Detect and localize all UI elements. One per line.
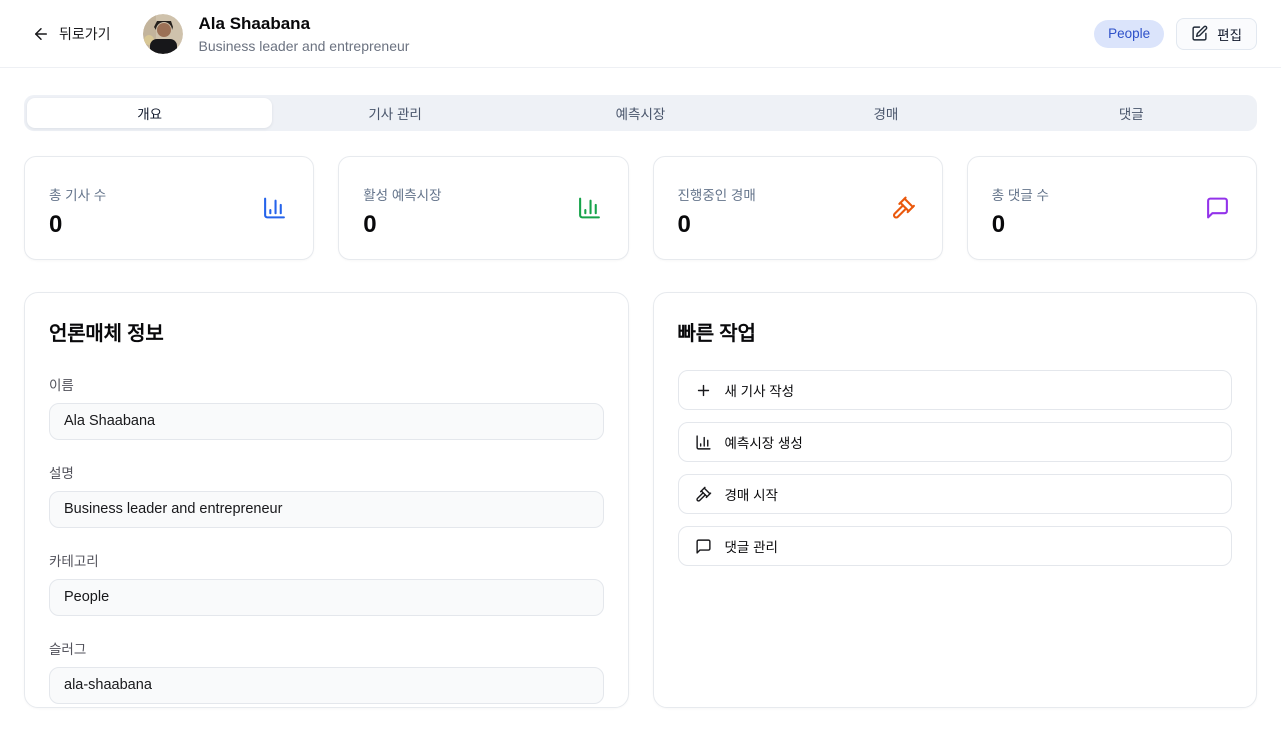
action-label: 새 기사 작성 [724,384,795,399]
media-info-title: 언론매체 정보 [49,323,164,345]
stat-value: 0 [363,211,377,238]
stat-label: 진행중인 경매 [677,188,756,203]
stat-value: 0 [677,211,691,238]
stat-card-total-articles: 총 기사 수 0 [24,156,315,260]
header: 뒤로가기 Ala Shaabana Business leader and en… [0,0,1281,68]
field-label: 카테고리 [49,554,99,569]
quick-actions-title: 빠른 작업 [677,323,756,345]
field-label: 슬러그 [49,642,87,657]
field-description: 설명 Business leader and entrepreneur [49,462,604,528]
back-button-label: 뒤로가기 [59,25,111,42]
back-button[interactable]: 뒤로가기 [24,18,119,50]
new-article-button[interactable]: 새 기사 작성 [677,370,1232,410]
tab-bar: 개요 기사 관리 예측시장 경매 댓글 [24,95,1257,131]
panels-row: 언론매체 정보 이름 Ala Shaabana 설명 Business lead… [24,292,1257,708]
gavel-icon [695,486,712,503]
field-label: 설명 [49,466,74,481]
message-square-icon [695,538,712,555]
stat-label: 총 기사 수 [49,188,107,203]
stat-value: 0 [991,211,1006,238]
category-badge-label: People [1108,26,1151,41]
stat-card-active-markets: 활성 예측시장 0 [338,156,629,260]
avatar [142,13,183,54]
category-badge: People [1094,19,1165,48]
title-block: Ala Shaabana Business leader and entrepr… [199,13,410,54]
tab-overview[interactable]: 개요 [27,98,273,128]
edit-button-label: 편집 [1217,27,1242,43]
field-name: 이름 Ala Shaabana [49,374,604,440]
pen-square-icon [1191,25,1208,42]
quick-actions-list: 새 기사 작성 예측시장 생성 경매 시작 [677,370,1232,566]
field-slug: 슬러그 ala-shaabana [49,638,604,704]
action-label: 경매 시작 [724,488,778,503]
field-label: 이름 [49,378,74,393]
name-field: Ala Shaabana [49,403,604,440]
tab-prediction-markets[interactable]: 예측시장 [518,98,763,128]
description-field: Business leader and entrepreneur [49,491,604,528]
chart-column-icon [577,196,602,221]
stat-label: 활성 예측시장 [363,188,442,203]
plus-icon [695,382,712,399]
chart-column-icon [695,434,712,451]
action-label: 예측시장 생성 [724,436,803,451]
stat-value: 0 [49,211,63,238]
chart-column-icon [262,196,287,221]
category-field: People [49,579,604,616]
main-content: 개요 기사 관리 예측시장 경매 댓글 총 기사 수 0 활성 예측시장 0 진… [0,95,1281,708]
quick-actions-panel: 빠른 작업 새 기사 작성 예측시장 생성 [652,292,1257,708]
tab-articles[interactable]: 기사 관리 [272,98,517,128]
arrow-left-icon [32,25,50,43]
stat-card-ongoing-auctions: 진행중인 경매 0 [652,156,943,260]
page-title: Ala Shaabana [198,13,311,33]
manage-comments-button[interactable]: 댓글 관리 [677,526,1232,566]
slug-field: ala-shaabana [49,667,604,704]
media-info-panel: 언론매체 정보 이름 Ala Shaabana 설명 Business lead… [24,292,629,708]
stat-label: 총 댓글 수 [991,188,1049,203]
gavel-icon [891,196,916,221]
stat-card-total-comments: 총 댓글 수 0 [966,156,1257,260]
tab-comments[interactable]: 댓글 [1009,98,1254,128]
header-actions: People 편집 [1094,17,1257,50]
start-auction-button[interactable]: 경매 시작 [677,474,1232,514]
create-market-button[interactable]: 예측시장 생성 [677,422,1232,462]
media-info-fields: 이름 Ala Shaabana 설명 Business leader and e… [49,374,604,704]
tab-auctions[interactable]: 경매 [763,98,1008,128]
field-category: 카테고리 People [49,550,604,616]
message-square-icon [1205,196,1230,221]
action-label: 댓글 관리 [724,540,778,555]
stats-row: 총 기사 수 0 활성 예측시장 0 진행중인 경매 0 총 댓글 수 0 [24,156,1257,260]
page-subtitle: Business leader and entrepreneur [198,38,410,55]
edit-button[interactable]: 편집 [1176,17,1257,50]
